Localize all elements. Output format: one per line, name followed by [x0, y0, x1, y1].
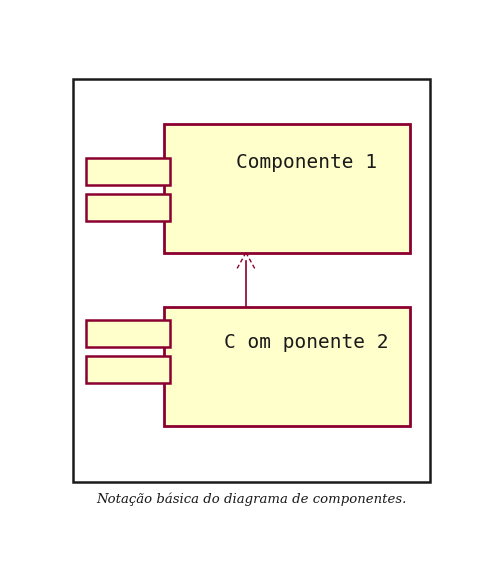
Text: Notação básica do diagrama de componentes.: Notação básica do diagrama de componente…: [96, 493, 407, 506]
Text: Componente 1: Componente 1: [236, 153, 377, 172]
Bar: [86, 158, 170, 185]
Bar: [164, 124, 409, 253]
Bar: [86, 194, 170, 221]
Bar: [73, 79, 431, 483]
Bar: [86, 356, 170, 383]
Bar: [164, 307, 409, 426]
Bar: [86, 320, 170, 347]
Text: C om ponente 2: C om ponente 2: [224, 333, 389, 352]
